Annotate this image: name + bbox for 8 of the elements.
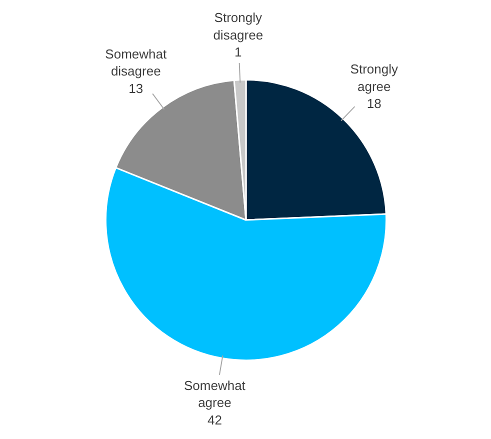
slice-label: Strongly disagree [213, 10, 264, 42]
data-label: 13 [128, 80, 144, 96]
slice-label: Somewhat agree [184, 378, 246, 410]
slice-label: Strongly agree [350, 62, 398, 94]
data-label: 42 [207, 412, 222, 428]
data-label: 18 [366, 96, 382, 112]
data-label: 1 [234, 44, 242, 60]
slice-label: Somewhat disagree [105, 46, 167, 79]
